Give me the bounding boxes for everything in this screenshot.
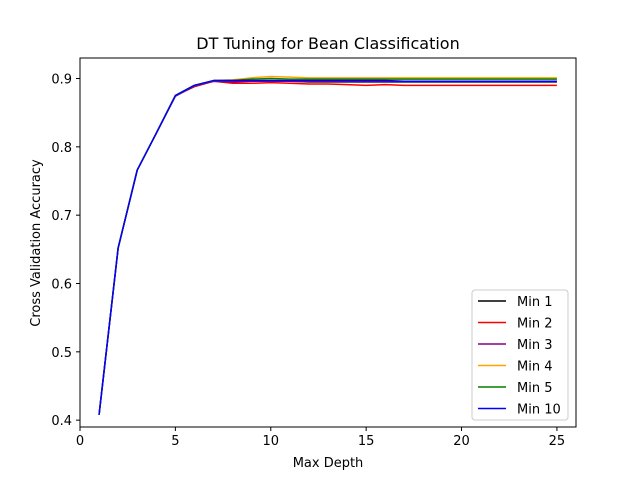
- x-tick-label: 25: [549, 434, 566, 449]
- legend-label: Min 1: [517, 295, 552, 310]
- y-tick-label: 0.4: [51, 414, 72, 429]
- x-axis-ticks: 0 5 10 15 20 25: [76, 427, 565, 449]
- y-tick-label: 0.8: [51, 141, 72, 156]
- legend-label: Min 3: [517, 338, 552, 353]
- series-line-min-10: [98, 79, 557, 415]
- axes: [79, 57, 577, 428]
- legend-label: Min 5: [517, 381, 552, 396]
- y-axis-ticks: 0.4 0.5 0.6 0.7 0.8 0.9: [51, 73, 80, 429]
- legend-label: Min 4: [517, 360, 552, 375]
- chart-title: DT Tuning for Bean Classification: [196, 34, 459, 53]
- x-tick-label: 15: [358, 434, 375, 449]
- y-tick-label: 0.9: [51, 73, 72, 88]
- y-axis-label: Cross Validation Accuracy: [29, 159, 44, 327]
- legend-label: Min 10: [517, 403, 561, 418]
- x-tick-label: 5: [171, 434, 179, 449]
- series-lines: [98, 75, 557, 415]
- x-axis-label: Max Depth: [293, 456, 364, 471]
- y-tick-label: 0.5: [51, 346, 72, 361]
- x-tick-label: 0: [76, 434, 84, 449]
- plot-frame: [79, 57, 577, 428]
- x-tick-label: 20: [453, 434, 470, 449]
- legend: Min 1 Min 2 Min 3 Min 4 Min 5 Min 10: [471, 289, 569, 421]
- y-tick-label: 0.6: [51, 278, 72, 293]
- legend-label: Min 2: [517, 317, 552, 332]
- x-tick-label: 10: [262, 434, 279, 449]
- y-tick-label: 0.7: [51, 209, 72, 224]
